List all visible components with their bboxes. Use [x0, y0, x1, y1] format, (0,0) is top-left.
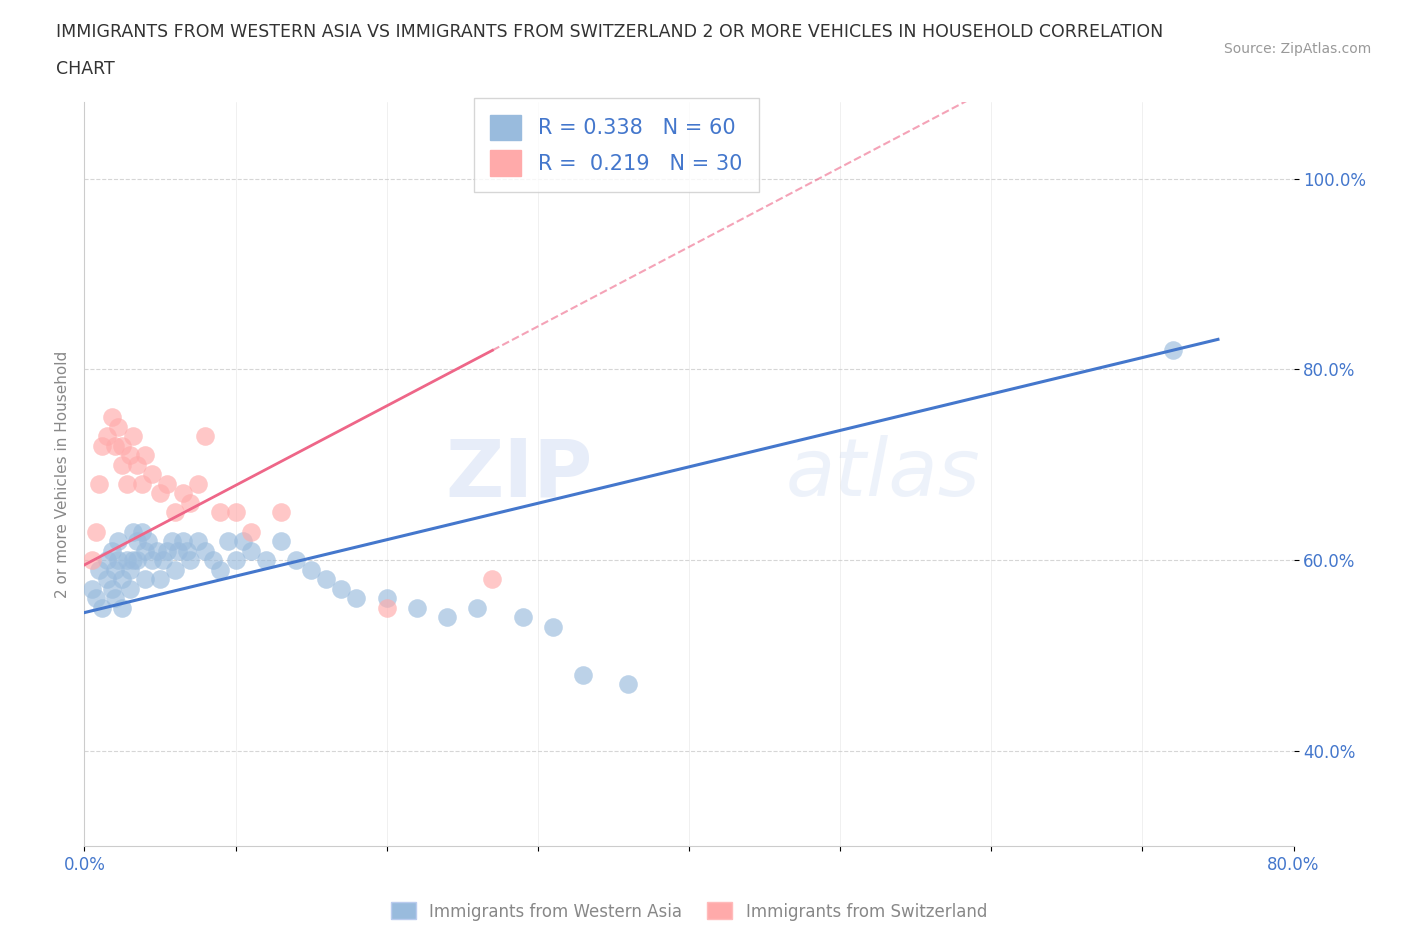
Point: [254, 552, 277, 567]
Point: [165, 563, 187, 578]
Point: [115, 552, 138, 567]
Point: [194, 429, 217, 444]
Point: [118, 581, 141, 596]
Point: [299, 563, 322, 578]
Point: [201, 552, 224, 567]
Point: [111, 458, 134, 472]
Point: [165, 505, 187, 520]
Point: [80, 552, 103, 567]
Point: [481, 572, 503, 587]
Point: [136, 534, 159, 549]
Point: [100, 543, 122, 558]
Point: [232, 534, 254, 549]
Point: [375, 591, 398, 605]
Point: [134, 447, 156, 462]
Point: [100, 409, 122, 424]
Point: [187, 534, 209, 549]
Text: CHART: CHART: [56, 60, 115, 78]
Point: [127, 534, 149, 549]
Point: [131, 476, 153, 491]
Point: [375, 601, 398, 616]
Point: [107, 419, 129, 434]
Point: [121, 552, 143, 567]
Point: [617, 677, 640, 692]
Point: [541, 619, 564, 634]
Point: [152, 552, 174, 567]
Point: [225, 552, 247, 567]
Point: [107, 552, 129, 567]
Point: [89, 476, 111, 491]
Point: [179, 552, 201, 567]
Point: [512, 610, 534, 625]
Y-axis label: 2 or more Vehicles in Household: 2 or more Vehicles in Household: [55, 351, 70, 598]
Point: [239, 525, 262, 539]
Point: [187, 476, 209, 491]
Point: [104, 591, 127, 605]
Text: Source: ZipAtlas.com: Source: ZipAtlas.com: [1223, 42, 1371, 56]
Point: [111, 601, 134, 616]
Point: [239, 543, 262, 558]
Point: [96, 552, 118, 567]
Point: [179, 496, 201, 511]
Point: [156, 476, 179, 491]
Point: [134, 543, 156, 558]
Point: [1161, 343, 1184, 358]
Point: [270, 505, 292, 520]
Legend: Immigrants from Western Asia, Immigrants from Switzerland: Immigrants from Western Asia, Immigrants…: [384, 896, 994, 927]
Point: [209, 563, 232, 578]
Point: [118, 563, 141, 578]
Point: [194, 543, 217, 558]
Point: [172, 534, 194, 549]
Point: [96, 429, 118, 444]
Point: [141, 467, 163, 482]
Point: [86, 525, 108, 539]
Point: [121, 429, 143, 444]
Point: [149, 486, 172, 501]
Point: [176, 543, 198, 558]
Point: [225, 505, 247, 520]
Point: [315, 572, 337, 587]
Point: [141, 552, 163, 567]
Point: [115, 476, 138, 491]
Point: [86, 591, 108, 605]
Point: [134, 572, 156, 587]
Point: [96, 572, 118, 587]
Point: [149, 572, 172, 587]
Point: [100, 581, 122, 596]
Point: [91, 438, 114, 453]
Point: [346, 591, 368, 605]
Point: [270, 534, 292, 549]
Point: [91, 601, 114, 616]
Point: [127, 552, 149, 567]
Point: [156, 543, 179, 558]
Point: [89, 563, 111, 578]
Point: [111, 572, 134, 587]
Text: atlas: atlas: [786, 435, 980, 513]
Point: [111, 438, 134, 453]
Point: [104, 563, 127, 578]
Point: [167, 543, 190, 558]
Point: [406, 601, 429, 616]
Point: [146, 543, 169, 558]
Point: [121, 525, 143, 539]
Text: IMMIGRANTS FROM WESTERN ASIA VS IMMIGRANTS FROM SWITZERLAND 2 OR MORE VEHICLES I: IMMIGRANTS FROM WESTERN ASIA VS IMMIGRAN…: [56, 23, 1164, 41]
Point: [467, 601, 489, 616]
Point: [217, 534, 239, 549]
Point: [436, 610, 458, 625]
Text: ZIP: ZIP: [444, 435, 592, 513]
Point: [118, 447, 141, 462]
Point: [572, 667, 595, 682]
Point: [330, 581, 353, 596]
Point: [160, 534, 183, 549]
Point: [209, 505, 232, 520]
Point: [131, 525, 153, 539]
Point: [172, 486, 194, 501]
Point: [80, 581, 103, 596]
Point: [107, 534, 129, 549]
Point: [285, 552, 308, 567]
Point: [104, 438, 127, 453]
Point: [127, 458, 149, 472]
